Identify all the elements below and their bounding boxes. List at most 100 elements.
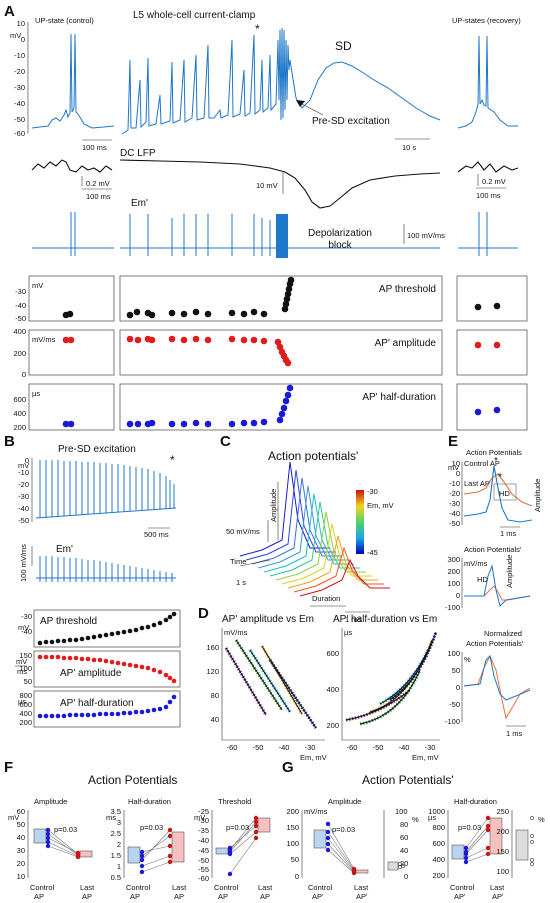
f-hd-pair-lines bbox=[141, 829, 171, 873]
c-time: Time bbox=[230, 557, 246, 566]
a-thr-label: AP threshold bbox=[379, 284, 436, 295]
b-hd-tick: 400 bbox=[19, 709, 32, 718]
f-hd-box-control bbox=[127, 846, 141, 864]
d-left-x-tick: -40 bbox=[279, 743, 290, 752]
depol-line2: block bbox=[328, 240, 352, 251]
f-thr-title: Threshold bbox=[218, 797, 251, 806]
g-amp-pair-lines bbox=[327, 823, 355, 874]
g-hd-last: Last bbox=[490, 883, 505, 892]
a-thr-tick: -40 bbox=[15, 301, 26, 310]
g-amp-unit: mV/ms bbox=[304, 807, 328, 816]
pre-sd-arrow bbox=[299, 102, 324, 116]
lfp-control-trace bbox=[31, 159, 113, 173]
d-right-x-tick: -40 bbox=[399, 743, 410, 752]
g-pct2-dots bbox=[530, 816, 534, 866]
c-time-arrow bbox=[239, 559, 271, 567]
f-amp-control: Control bbox=[30, 883, 55, 892]
b-mv-unit: mV bbox=[18, 461, 29, 470]
b-scale-500ms: 500 ms bbox=[144, 530, 169, 539]
panel-a-label: A bbox=[4, 3, 15, 20]
e-y2-tick: -100 bbox=[445, 603, 460, 612]
g-pct-y-tick: 0 bbox=[404, 872, 408, 881]
g-hd-dots-control bbox=[463, 845, 469, 865]
a-thr-box-right bbox=[456, 275, 528, 322]
g-hd-ap2: AP' bbox=[492, 892, 504, 901]
f-hd-y-tick: 1.5 bbox=[111, 851, 121, 860]
b-y-tick: -40 bbox=[18, 504, 29, 513]
g-amp-y-tick: 0 bbox=[295, 872, 299, 881]
g-pct2-box bbox=[515, 829, 529, 861]
d-left-y-tick: 40 bbox=[211, 715, 219, 724]
g-amp-box-control bbox=[313, 829, 327, 849]
d-right-title: AP' half-duration vs Em bbox=[333, 614, 437, 625]
e-y-tick: -20 bbox=[449, 489, 460, 498]
g-pct2-y-tick: 200 bbox=[496, 827, 509, 836]
f-amp-dots-last bbox=[75, 850, 81, 860]
b-hd-dots bbox=[37, 694, 177, 719]
g-hd-y-tick: 400 bbox=[432, 855, 445, 864]
g-pct2: % bbox=[538, 815, 545, 824]
g-title: Action Potentials' bbox=[362, 773, 454, 787]
c-duration: Duration bbox=[312, 594, 340, 603]
e-control-label: Control AP bbox=[464, 459, 500, 468]
panel-e-label: E bbox=[448, 433, 458, 450]
f-hd-y-tick: 2 bbox=[117, 840, 121, 849]
up-recovery-label: UP-states (recovery) bbox=[452, 16, 521, 25]
d-right-unit: µs bbox=[344, 628, 352, 637]
f-title: Action Potentials bbox=[88, 773, 177, 787]
em-prime-burst bbox=[276, 214, 288, 258]
e-control-asterisk: * bbox=[494, 456, 498, 467]
g-amp-p: p=0.03 bbox=[332, 825, 355, 834]
lfp-recovery-trace bbox=[457, 161, 519, 173]
a-hd-tick: 400 bbox=[13, 409, 26, 418]
a-asterisk: * bbox=[255, 22, 260, 36]
a-scale-02mv-r: 0.2 mV bbox=[482, 177, 506, 186]
g-amp-y-tick: 150 bbox=[286, 823, 299, 832]
e-y3-tick: 0 bbox=[456, 683, 460, 692]
f-thr-ap2: AP bbox=[260, 892, 270, 901]
panel-f-label: F bbox=[4, 759, 13, 776]
panel-c-label: C bbox=[220, 433, 231, 450]
a-amp-label: AP' amplitude bbox=[375, 338, 437, 349]
d-left-x-tick: -30 bbox=[305, 743, 316, 752]
f-amp-unit: mV bbox=[8, 813, 19, 822]
e-mv: mV bbox=[448, 463, 459, 472]
d-right-x-tick: -50 bbox=[373, 743, 384, 752]
e-control-ap-trace bbox=[463, 465, 533, 523]
f-amp-ap2: AP bbox=[82, 892, 92, 901]
f-thr-box-last bbox=[257, 817, 271, 833]
e-y-tick: 0 bbox=[456, 469, 460, 478]
e-last-asterisk: * bbox=[498, 472, 502, 483]
pre-sd-label: Pre-SD excitation bbox=[312, 116, 390, 127]
f-amp-y-tick: 20 bbox=[17, 859, 25, 868]
d-right-x-label: Em, mV bbox=[412, 753, 439, 762]
d-left-y-tick: 120 bbox=[206, 667, 219, 676]
g-hd-title: Half-duration bbox=[454, 797, 497, 806]
f-thr-p: p=0.03 bbox=[226, 823, 249, 832]
a-hd-tick: 600 bbox=[13, 395, 26, 404]
up-recovery-trace bbox=[457, 35, 518, 129]
lfp-main-trace bbox=[119, 159, 441, 209]
g-amp-box-last bbox=[355, 869, 369, 874]
f-amp-y-tick: 10 bbox=[17, 872, 25, 881]
e-control-deriv-trace bbox=[464, 564, 531, 607]
f-hd-y-tick: 0.5 bbox=[111, 873, 121, 882]
a-hd-tick: 200 bbox=[13, 423, 26, 432]
main-clamp-trace bbox=[121, 27, 441, 135]
f-amp-title: Amplitude bbox=[34, 797, 67, 806]
e-pct: % bbox=[464, 655, 471, 664]
b-amp-unit-bot: ms bbox=[17, 667, 27, 676]
a-scale-10mv: 10 mV bbox=[256, 181, 278, 190]
panel-d-label: D bbox=[198, 605, 209, 622]
e-hd2: HD bbox=[477, 575, 488, 584]
c-colorbar bbox=[356, 490, 364, 554]
f-hd-unit: ms bbox=[106, 813, 116, 822]
a-hd-box-main bbox=[119, 383, 443, 431]
g-hd-ap: AP' bbox=[454, 892, 466, 901]
d-right-x-tick: -60 bbox=[347, 743, 358, 752]
a-amp-tick: 0 bbox=[22, 370, 26, 379]
b-y-tick: 0 bbox=[25, 456, 29, 465]
e-last-label: Last AP bbox=[464, 479, 490, 488]
b-thr-dots bbox=[37, 611, 177, 646]
